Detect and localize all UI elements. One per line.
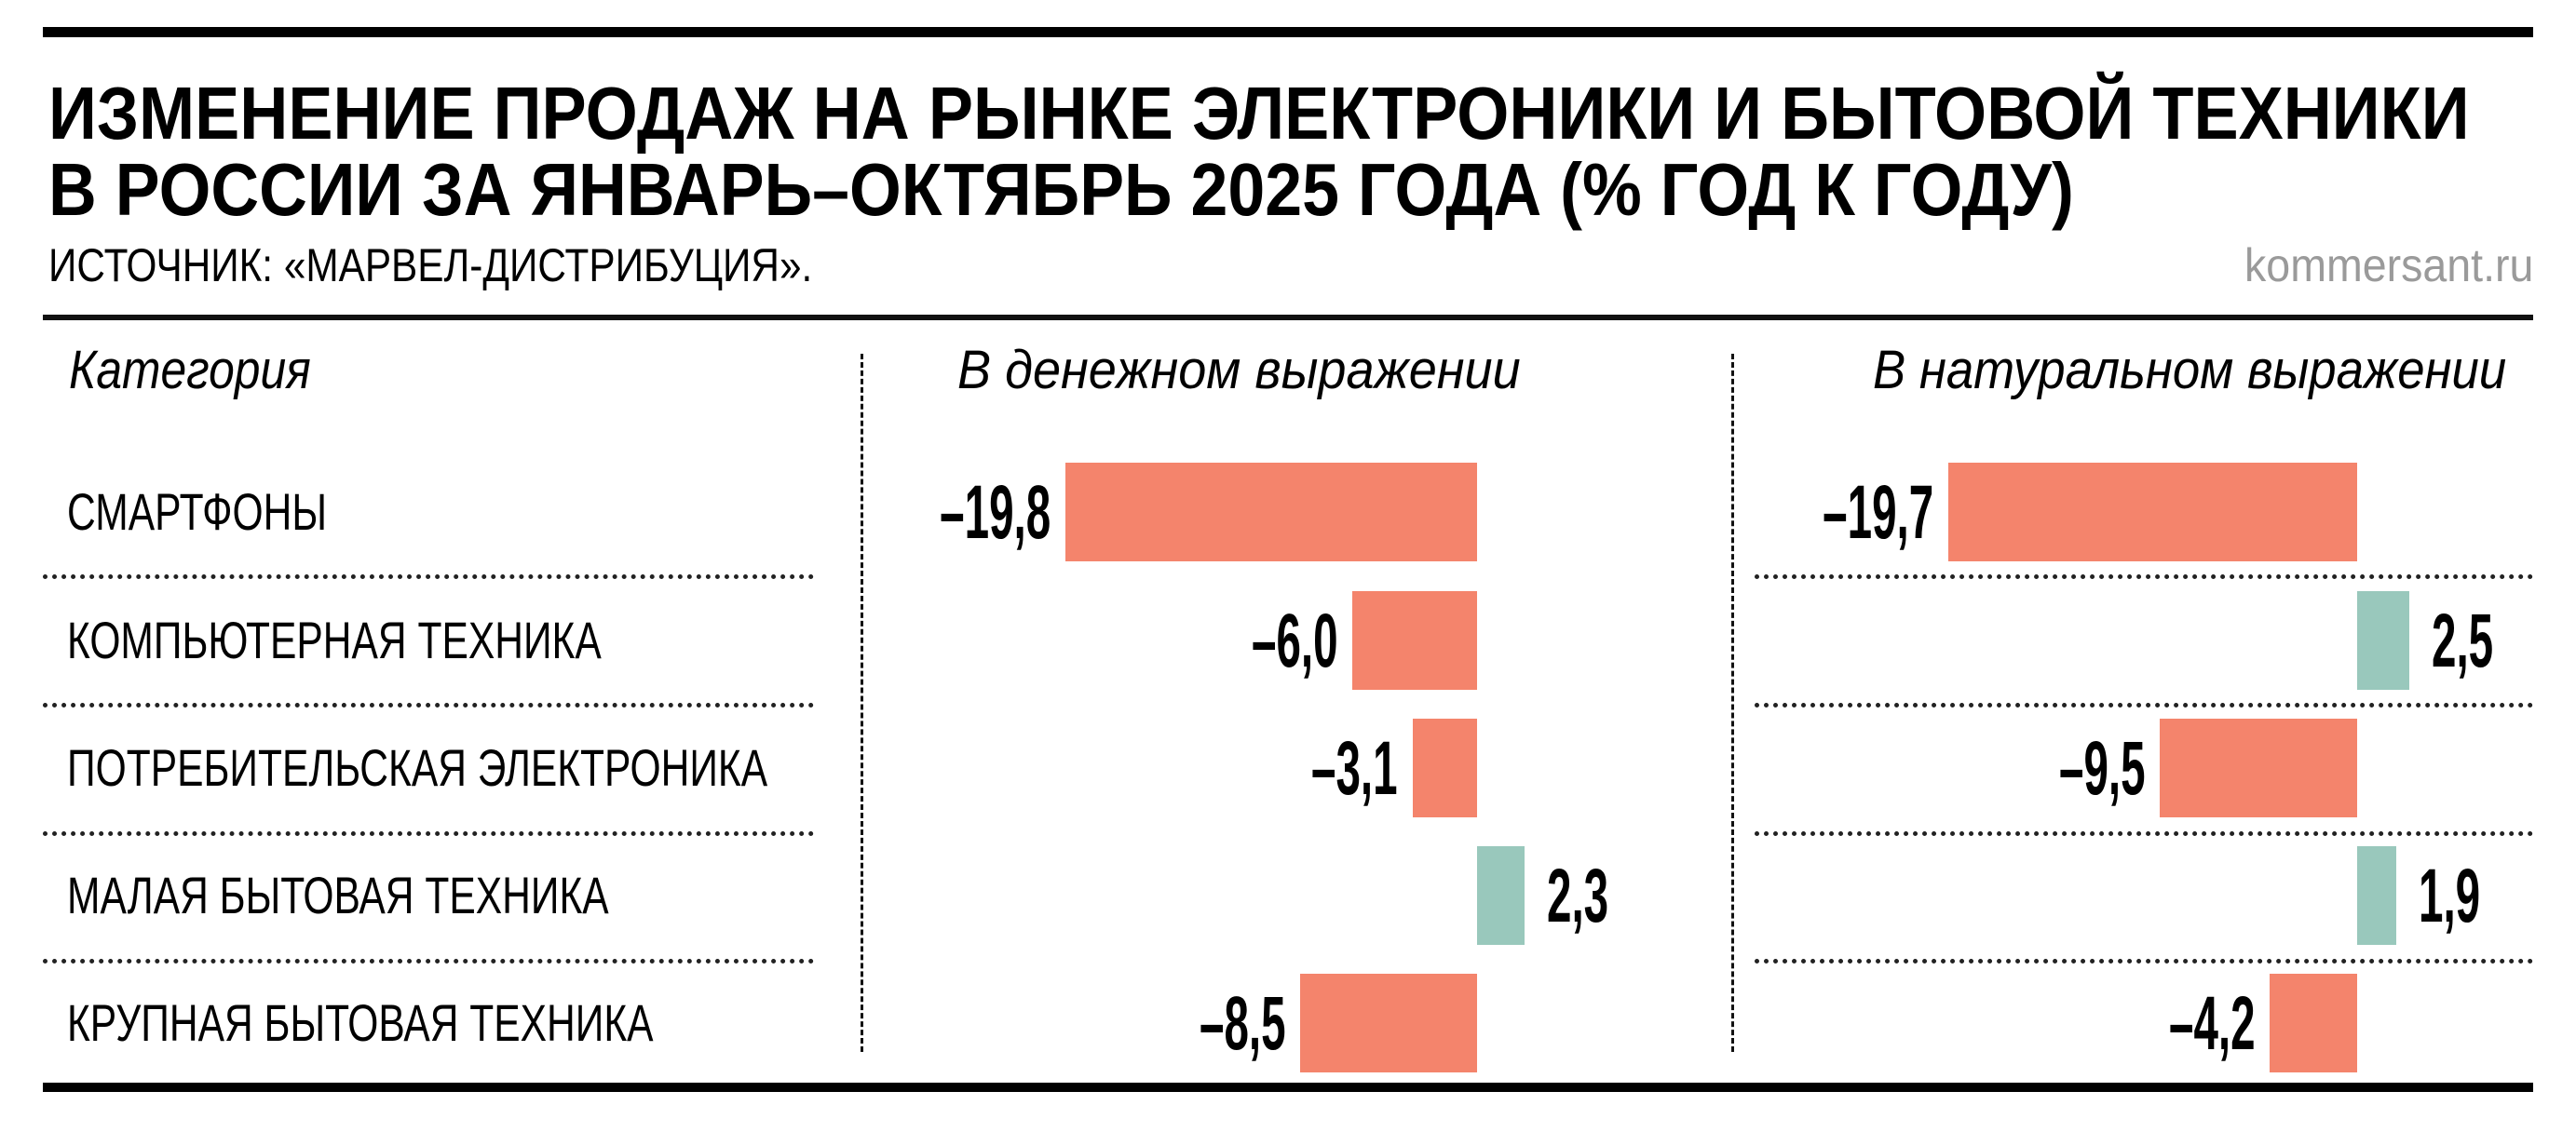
negative-bar [1412, 719, 1477, 817]
row-separator [43, 959, 814, 964]
value-label: –3,1 [1311, 726, 1398, 811]
positive-bar [2357, 846, 2397, 945]
value-label: –19,7 [1822, 470, 1933, 555]
category-label: СМАРТФОНЫ [67, 482, 328, 541]
column-divider [1731, 354, 1734, 1052]
value-label: –9,5 [2058, 726, 2146, 811]
negative-bar [2160, 719, 2357, 817]
row-separator [1755, 831, 2533, 836]
chart-title-line-2: В РОССИИ ЗА ЯНВАРЬ–ОКТЯБРЬ 2025 ГОДА (% … [48, 148, 2074, 231]
negative-bar [1947, 463, 2357, 561]
units-column-header: В натуральном выражении [1873, 340, 2507, 400]
row-separator [1755, 703, 2533, 708]
value-label: –4,2 [2168, 981, 2256, 1066]
category-column-header: Категория [69, 340, 311, 400]
category-label: ПОТРЕБИТЕЛЬСКАЯ ЭЛЕКТРОНИКА [67, 738, 768, 797]
value-label: 1,9 [2419, 854, 2481, 938]
top-rule [43, 27, 2533, 37]
row-separator [1755, 574, 2533, 579]
positive-bar [2357, 591, 2409, 690]
bottom-rule [43, 1083, 2533, 1092]
header-rule [43, 315, 2533, 320]
source-note: ИСТОЧНИК: «МАРВЕЛ-ДИСТРИБУЦИЯ». [48, 239, 813, 291]
negative-bar [1352, 591, 1477, 690]
value-label: 2,5 [2431, 599, 2493, 683]
column-divider [861, 354, 863, 1052]
positive-bar [1477, 846, 1525, 945]
value-label: 2,3 [1547, 854, 1609, 938]
negative-bar [1300, 974, 1477, 1072]
category-label: КРУПНАЯ БЫТОВАЯ ТЕХНИКА [67, 993, 654, 1052]
category-label: КОМПЬЮТЕРНАЯ ТЕХНИКА [67, 611, 602, 669]
chart-title-line-1: ИЗМЕНЕНИЕ ПРОДАЖ НА РЫНКЕ ЭЛЕКТРОНИКИ И … [48, 72, 2470, 155]
row-separator [1755, 959, 2533, 964]
value-label: –19,8 [940, 470, 1051, 555]
negative-bar [1065, 463, 1477, 561]
category-label: МАЛАЯ БЫТОВАЯ ТЕХНИКА [67, 866, 609, 924]
value-label: –8,5 [1199, 981, 1286, 1066]
negative-bar [2270, 974, 2357, 1072]
row-separator [43, 703, 814, 708]
value-label: –6,0 [1251, 599, 1338, 683]
money-column-header: В денежном выражении [957, 340, 1521, 400]
row-separator [43, 831, 814, 836]
brand-link[interactable]: kommersant.ru [2244, 239, 2533, 291]
row-separator [43, 574, 814, 579]
